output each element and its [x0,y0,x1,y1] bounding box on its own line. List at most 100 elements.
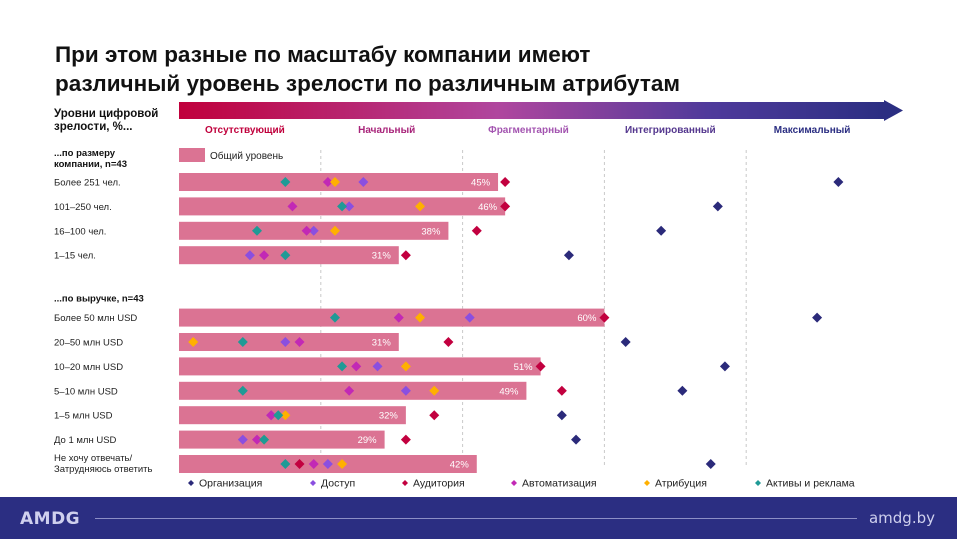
marker-access [280,337,291,347]
bar-value-label: 42% [450,460,470,471]
marker-attribution [400,361,411,372]
row-label: 20–50 млн USD [54,338,123,349]
legend-label: Организация [199,478,262,490]
row-label: До 1 млн USD [54,435,117,446]
row-label: 1–15 чел. [54,251,96,262]
marker-assets [337,201,348,212]
marker-automation [393,312,404,323]
marker-audience [400,250,411,261]
row-label: 5–10 млн USD [54,386,118,397]
marker-assets [251,225,262,236]
bar-value-label: 46% [478,202,498,213]
legend-marker-assets [755,480,761,486]
row-label: Не хочу отвечать/Затрудняюсь ответить [54,453,153,475]
marker-assets [280,177,291,187]
marker-assets [329,312,340,323]
marker-automation [251,434,262,445]
marker-org [712,201,723,212]
bar [179,308,605,327]
marker-access [358,177,369,187]
marker-access [244,250,255,261]
legend-marker-access [310,480,316,486]
marker-automation [351,361,362,372]
footer-url[interactable]: amdg.by [868,509,935,527]
legend-marker-automation [511,480,517,486]
marker-automation [266,410,277,421]
marker-attribution [280,410,291,421]
maturity-arrow-body [179,102,886,119]
row-label: 1–5 млн USD [54,411,113,422]
legend-label: Атрибуция [655,478,707,490]
marker-attribution [329,177,340,187]
row-label: Более 50 млн USD [54,313,137,324]
marker-attribution [329,225,340,236]
marker-audience [535,361,546,372]
marker-attribution [188,337,199,347]
bar-value-label: 45% [471,178,491,189]
amdg-logo: AMDG [20,509,81,529]
marker-automation [287,201,298,212]
marker-audience [599,312,610,323]
marker-audience [471,225,482,236]
marker-org [833,177,844,187]
marker-automation [322,177,333,187]
chart-labels: Уровни цифровой зрелости, %... Отсутствующ… [54,108,855,490]
level-label: Начальный [358,125,415,136]
level-label: Фрагментарный [488,125,569,136]
bar-value-label: 38% [421,226,441,237]
marker-access [322,459,333,469]
marker-access [344,201,355,212]
marker-org [705,459,716,469]
marker-org [620,337,631,347]
marker-assets [280,250,291,261]
bar-legend-swatch [179,148,205,162]
level-label: Интегрированный [625,125,716,136]
title-line-2: различный уровень зрелости по различным … [55,71,680,96]
group-label: ...по размеру компании, n=43 [54,148,127,170]
marker-audience [429,410,440,421]
bar-value-label: 32% [379,411,399,422]
row-label: 101–250 чел. [54,202,112,213]
maturity-chart: Уровни цифровой зрелости, %... Отсутствующ… [54,100,903,490]
markers [188,177,844,469]
maturity-arrow-head [884,100,903,121]
marker-access [400,385,411,396]
marker-assets [280,459,291,469]
marker-audience [443,337,454,347]
page-title: При этом разные по масштабу компании име… [55,40,915,98]
bar-value-label: 31% [372,338,392,349]
group-label: ...по выручке, n=43 [54,294,144,305]
marker-org [563,250,574,261]
marker-org [556,410,567,421]
legend-marker-attribution [644,480,650,486]
marker-assets [237,337,248,347]
marker-audience [556,385,567,396]
level-label: Максимальный [774,125,851,136]
legend-label: Аудитория [413,478,465,490]
bar-value-label: 29% [358,435,378,446]
legend-marker-org [188,480,194,486]
marker-access [464,312,475,323]
marker-automation [301,225,312,236]
marker-attribution [429,385,440,396]
title-line-1: При этом разные по масштабу компании име… [55,42,591,67]
legend-label: Автоматизация [522,478,597,490]
marker-access [372,361,383,372]
marker-audience [400,434,411,445]
marker-automation [344,385,355,396]
footer-divider [95,518,857,519]
bar-value-label: 60% [577,313,597,324]
marker-org [719,361,730,372]
marker-access [237,434,248,445]
marker-org [571,434,582,445]
bar [179,406,406,425]
marker-audience [500,177,511,187]
marker-audience [294,459,305,469]
marker-automation [308,459,319,469]
marker-assets [259,434,270,445]
marker-access [308,225,319,236]
bar-value-label: 49% [499,386,519,397]
marker-assets [273,410,284,421]
legend-label: Активы и реклама [766,478,855,490]
y-axis-label: Уровни цифровой зрелости, %... [54,108,158,133]
